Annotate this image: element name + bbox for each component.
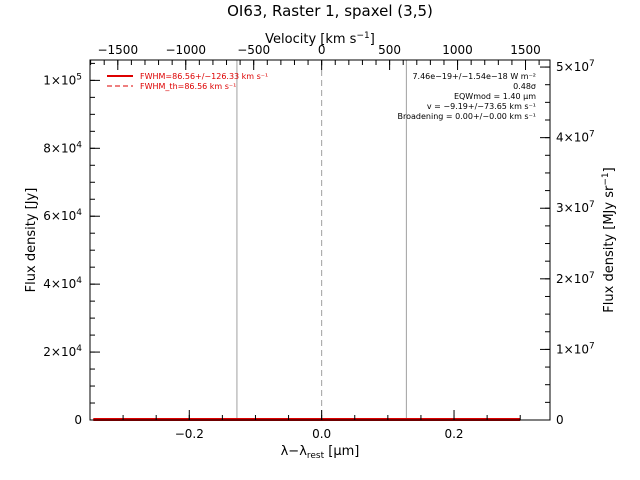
top-axis-label: Velocity [km s−1] [265,31,375,47]
annotation-text: Broadening = 0.00+/−0.00 km s⁻¹ [398,112,536,121]
chart-title: OI63, Raster 1, spaxel (3,5) [227,2,433,20]
legend-label: FWHM=86.56+/−126.33 km s⁻¹ [140,72,268,81]
y-left-tick-label: 1×105 [43,72,82,87]
x-axis-top: −1500 −1000 −500 0 500 1000 1500 [90,43,541,70]
y-right-tick-label: 1×107 [556,341,595,356]
y-right-tick-label: 3×107 [556,200,595,215]
y-axis-right: 0 1×107 2×107 3×107 4×107 5×107 [540,59,595,427]
legend: FWHM=86.56+/−126.33 km s⁻¹FWHM_th=86.56 … [107,72,268,91]
y-axis-left-label: Flux density [Jy] [24,188,39,293]
velocity-tick-label: 0 [318,43,326,57]
velocity-tick-label: 500 [378,43,401,57]
y-right-tick-label: 2×107 [556,271,595,286]
y-axis-right-label: Flux density [MJy sr−1] [601,167,617,312]
y-left-tick-label: 0 [74,413,82,427]
y-left-tick-label: 6×104 [43,208,82,223]
velocity-tick-label: −1500 [97,43,138,57]
x-axis-bottom: −0.2 0.0 0.2 [122,410,521,441]
plot-frame [89,59,551,421]
x-tick-label: 0.2 [444,427,463,441]
annotation-text: 0.48σ [513,82,536,91]
velocity-tick-label: 1000 [442,43,473,57]
x-tick-label: 0.0 [312,427,331,441]
reference-lines [236,60,407,420]
velocity-tick-label: −1000 [165,43,206,57]
y-axis-left: 0 2×104 4×104 6×104 8×104 1×105 [43,62,100,427]
x-axis-label: λ−λrest [μm] [281,444,360,461]
annotation-text: EQWmod = 1.40 μm [454,92,536,101]
annotation-text: v = −9.19+/−73.65 km s⁻¹ [427,102,536,111]
legend-label: FWHM_th=86.56 km s⁻¹ [140,82,236,91]
y-left-tick-label: 4×104 [43,276,82,291]
y-right-tick-label: 4×107 [556,130,595,145]
x-tick-label: −0.2 [175,427,204,441]
y-left-tick-label: 8×104 [43,140,82,155]
velocity-tick-label: 1500 [510,43,541,57]
y-right-tick-label: 0 [556,413,564,427]
y-left-tick-label: 2×104 [43,344,82,359]
annotation-text: 7.46e−19+/−1.54e−18 W m⁻² [412,72,536,81]
y-right-tick-label: 5×107 [556,59,595,74]
velocity-tick-label: −500 [237,43,270,57]
